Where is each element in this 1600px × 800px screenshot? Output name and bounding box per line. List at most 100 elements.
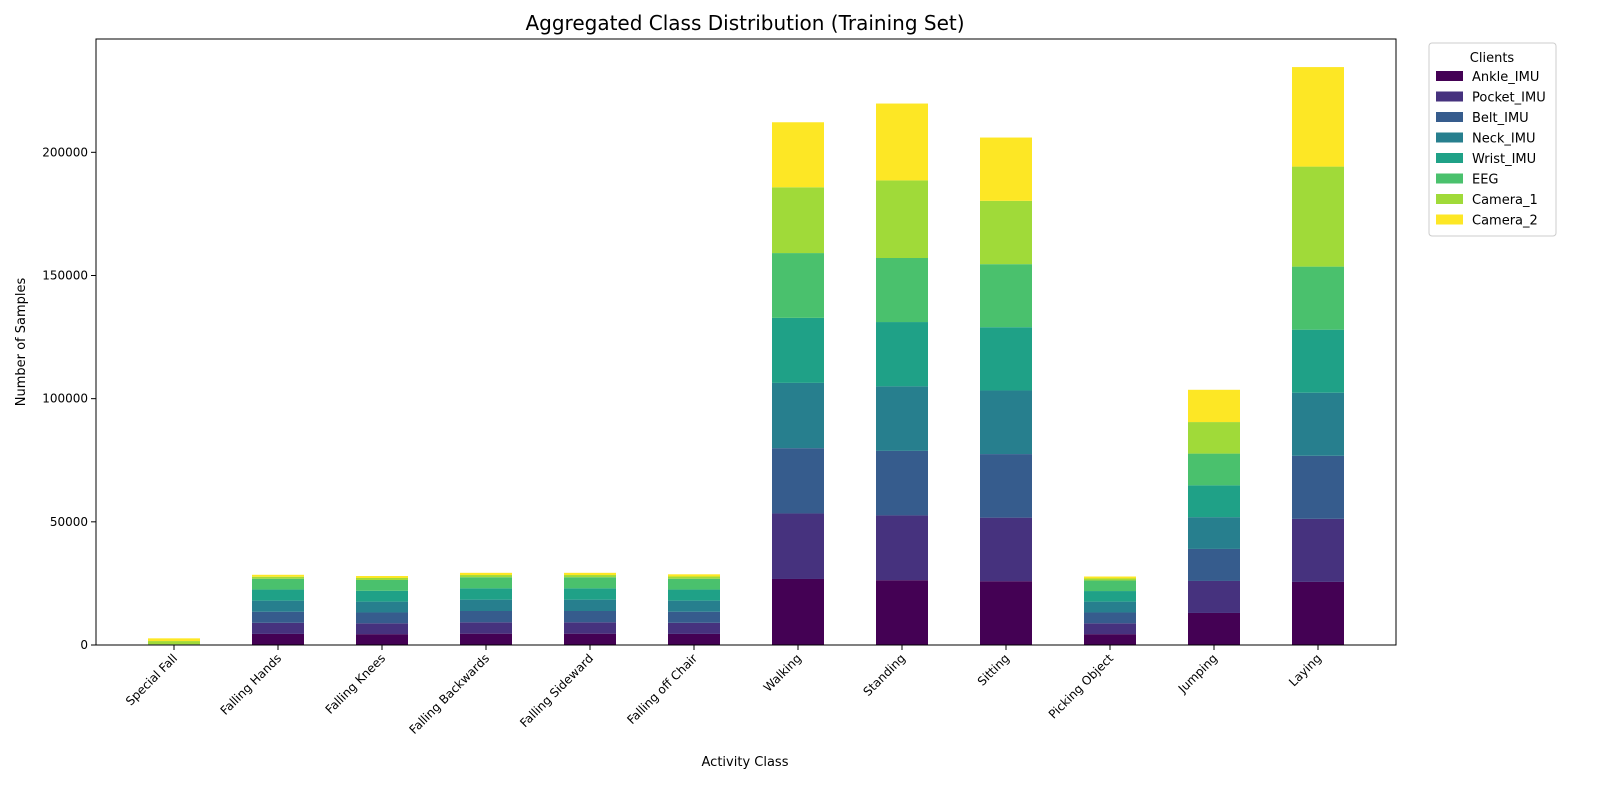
bar-segment-sitting-camera-2: [980, 137, 1032, 201]
legend-label: EEG: [1472, 173, 1499, 188]
legend-label: Neck_IMU: [1472, 132, 1535, 147]
bar-segment-falling-hands-camera-1: [252, 576, 304, 579]
bar-segment-sitting-neck-imu: [980, 390, 1032, 455]
bar-segment-walking-camera-2: [772, 122, 824, 188]
legend-label: Pocket_IMU: [1472, 91, 1546, 106]
bar-segment-falling-off-chair-ankle-imu: [668, 633, 720, 645]
bar-segment-falling-knees-camera-1: [356, 578, 408, 580]
x-tick-label: Special Fall: [123, 651, 180, 708]
bar-segment-walking-ankle-imu: [772, 578, 824, 645]
bar-segment-standing-pocket-imu: [876, 515, 928, 581]
legend-items: Ankle_IMU Pocket_IMU Belt_IMU Neck_IMU Wrist…: [1436, 70, 1546, 229]
bar-segment-sitting-camera-1: [980, 200, 1032, 265]
legend-title: Clients: [1470, 51, 1515, 66]
bar-segment-falling-off-chair-neck-imu: [668, 600, 720, 612]
x-tick-label: Laying: [1286, 651, 1324, 689]
bar-segment-picking-object-neck-imu: [1084, 601, 1136, 613]
bar-segment-special-fall-camera-2: [148, 638, 200, 642]
x-tick-label: Picking Object: [1046, 651, 1116, 721]
x-tick-label: Falling Backwards: [406, 651, 492, 737]
bar-segment-picking-object-ankle-imu: [1084, 634, 1136, 645]
bar-segment-walking-neck-imu: [772, 382, 824, 449]
bar-segment-falling-hands-camera-2: [252, 574, 304, 577]
bar-segment-picking-object-camera-2: [1084, 576, 1136, 579]
bar-segment-picking-object-eeg: [1084, 580, 1136, 592]
legend-label: Ankle_IMU: [1472, 70, 1539, 85]
bar-segment-falling-hands-neck-imu: [252, 600, 304, 612]
bar-segment-laying-eeg: [1292, 266, 1344, 330]
bar-segment-standing-wrist-imu: [876, 322, 928, 387]
bar-segment-picking-object-wrist-imu: [1084, 591, 1136, 602]
legend-swatch: [1436, 91, 1463, 102]
bar-segment-laying-camera-1: [1292, 166, 1344, 267]
legend-swatch: [1436, 214, 1463, 225]
bar-segment-falling-backwards-camera-2: [460, 572, 512, 576]
bar-segment-falling-knees-wrist-imu: [356, 590, 408, 602]
bar-segment-laying-camera-2: [1292, 67, 1344, 167]
bar-segment-falling-off-chair-camera-2: [668, 574, 720, 577]
bar-segment-falling-knees-ankle-imu: [356, 634, 408, 645]
x-axis: Special Fall Falling Hands Falling Knees Fa…: [123, 645, 1324, 737]
y-tick-label: 100000: [42, 392, 88, 406]
bar-segment-jumping-camera-2: [1188, 389, 1240, 423]
legend-swatch: [1436, 112, 1463, 122]
bar-segment-standing-neck-imu: [876, 386, 928, 451]
bar-segment-sitting-belt-imu: [980, 454, 1032, 518]
bars-group: [148, 67, 1344, 645]
bar-segment-falling-off-chair-eeg: [668, 578, 720, 590]
x-tick-label: Standing: [860, 651, 908, 699]
bar-segment-picking-object-belt-imu: [1084, 612, 1136, 624]
bar-segment-picking-object-pocket-imu: [1084, 623, 1136, 635]
bar-segment-falling-backwards-belt-imu: [460, 611, 512, 623]
bar-segment-jumping-neck-imu: [1188, 517, 1240, 549]
bar-segment-falling-sideward-wrist-imu: [564, 588, 616, 600]
bar-segment-jumping-camera-1: [1188, 422, 1240, 454]
bar-segment-jumping-ankle-imu: [1188, 612, 1240, 645]
y-axis-label: Number of Samples: [14, 278, 29, 407]
plot-frame: [95, 38, 1397, 646]
bar-segment-standing-belt-imu: [876, 450, 928, 516]
legend-label: Wrist_IMU: [1472, 152, 1536, 167]
bar-segment-standing-camera-2: [876, 103, 928, 181]
bar-segment-walking-pocket-imu: [772, 513, 824, 579]
bar-segment-sitting-pocket-imu: [980, 517, 1032, 582]
bar-segment-falling-backwards-wrist-imu: [460, 588, 512, 600]
legend-label: Belt_IMU: [1472, 111, 1529, 126]
bar-segment-picking-object-camera-1: [1084, 578, 1136, 581]
x-tick-label: Falling Hands: [218, 651, 285, 718]
x-tick-label: Walking: [761, 651, 804, 694]
bar-segment-falling-hands-wrist-imu: [252, 589, 304, 601]
x-tick-label: Sitting: [975, 651, 1012, 688]
bar-segment-falling-off-chair-camera-1: [668, 576, 720, 579]
bar-segment-falling-backwards-eeg: [460, 577, 512, 589]
bar-segment-falling-hands-belt-imu: [252, 611, 304, 623]
legend: Clients Ankle_IMU Pocket_IMU Belt_IMU Neck_…: [1428, 42, 1557, 237]
y-tick-label: 50000: [50, 515, 88, 529]
bar-segment-laying-pocket-imu: [1292, 518, 1344, 582]
bar-segment-falling-backwards-ankle-imu: [460, 633, 512, 645]
legend-swatch: [1436, 71, 1463, 81]
bar-segment-falling-sideward-camera-1: [564, 575, 616, 578]
bar-segment-falling-backwards-neck-imu: [460, 599, 512, 611]
x-axis-label: Activity Class: [702, 755, 789, 770]
bar-segment-falling-hands-pocket-imu: [252, 622, 304, 634]
y-tick-label: 0: [80, 638, 88, 652]
bar-segment-falling-sideward-belt-imu: [564, 611, 616, 623]
bar-segment-sitting-wrist-imu: [980, 327, 1032, 391]
bar-segment-walking-wrist-imu: [772, 317, 824, 383]
bar-segment-laying-ankle-imu: [1292, 581, 1344, 645]
bar-segment-falling-off-chair-pocket-imu: [668, 622, 720, 634]
legend-swatch: [1436, 132, 1463, 143]
legend-swatch: [1436, 153, 1463, 163]
legend-label: Camera_1: [1472, 193, 1538, 208]
y-axis: 0 50000 100000 150000 200000: [42, 145, 96, 652]
bar-segment-falling-knees-neck-imu: [356, 601, 408, 613]
bar-segment-walking-camera-1: [772, 187, 824, 254]
bar-segment-falling-hands-ankle-imu: [252, 633, 304, 645]
bar-segment-sitting-ankle-imu: [980, 581, 1032, 645]
bar-segment-standing-ankle-imu: [876, 580, 928, 645]
y-tick-label: 150000: [42, 268, 88, 282]
bar-segment-special-fall-camera-1: [148, 641, 200, 645]
bar-segment-jumping-belt-imu: [1188, 548, 1240, 581]
